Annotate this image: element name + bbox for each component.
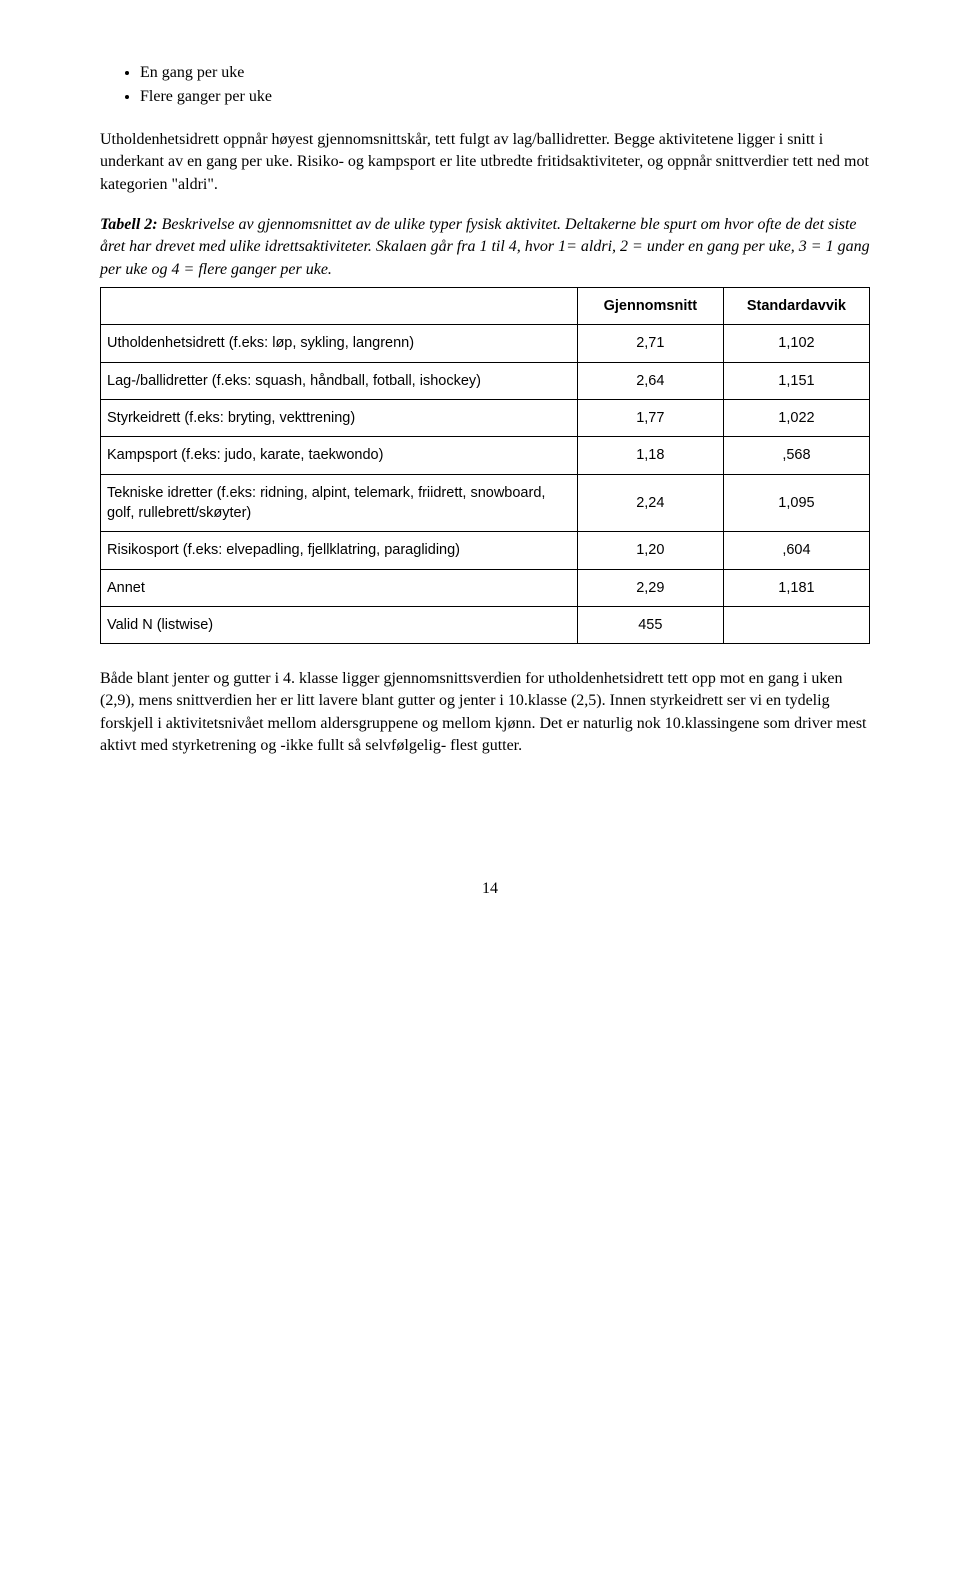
row-label: Valid N (listwise) <box>101 606 578 643</box>
stats-table: Gjennomsnitt Standardavvik Utholdenhetsi… <box>100 287 870 644</box>
row-label: Annet <box>101 569 578 606</box>
table-row: Styrkeidrett (f.eks: bryting, vekttrenin… <box>101 400 870 437</box>
row-sd: 1,102 <box>723 325 869 362</box>
bullet-item: Flere ganger per uke <box>140 86 880 108</box>
row-sd: 1,022 <box>723 400 869 437</box>
table-header-row: Gjennomsnitt Standardavvik <box>101 288 870 325</box>
page-number: 14 <box>100 878 880 900</box>
table-row: Risikosport (f.eks: elvepadling, fjellkl… <box>101 532 870 569</box>
row-label: Kampsport (f.eks: judo, karate, taekwond… <box>101 437 578 474</box>
table-row: Tekniske idretter (f.eks: ridning, alpin… <box>101 474 870 532</box>
row-label: Tekniske idretter (f.eks: ridning, alpin… <box>101 474 578 532</box>
table-caption: Tabell 2: Beskrivelse av gjennomsnittet … <box>100 214 880 281</box>
row-sd: ,604 <box>723 532 869 569</box>
row-sd: 1,151 <box>723 362 869 399</box>
table-row: Annet 2,29 1,181 <box>101 569 870 606</box>
table-row: Valid N (listwise) 455 <box>101 606 870 643</box>
row-mean: 2,29 <box>577 569 723 606</box>
paragraph-2: Både blant jenter og gutter i 4. klasse … <box>100 668 880 758</box>
row-sd <box>723 606 869 643</box>
paragraph-1: Utholdenhetsidrett oppnår høyest gjennom… <box>100 129 880 196</box>
row-mean: 1,77 <box>577 400 723 437</box>
row-mean: 2,71 <box>577 325 723 362</box>
row-mean: 2,64 <box>577 362 723 399</box>
row-mean: 2,24 <box>577 474 723 532</box>
row-sd: ,568 <box>723 437 869 474</box>
col-header-sd: Standardavvik <box>723 288 869 325</box>
row-mean: 455 <box>577 606 723 643</box>
table-row: Kampsport (f.eks: judo, karate, taekwond… <box>101 437 870 474</box>
table-row: Utholdenhetsidrett (f.eks: løp, sykling,… <box>101 325 870 362</box>
caption-lead: Tabell 2: <box>100 216 158 233</box>
bullet-item: En gang per uke <box>140 62 880 84</box>
row-mean: 1,18 <box>577 437 723 474</box>
row-sd: 1,095 <box>723 474 869 532</box>
col-header-blank <box>101 288 578 325</box>
row-label: Lag-/ballidretter (f.eks: squash, håndba… <box>101 362 578 399</box>
bullet-list: En gang per uke Flere ganger per uke <box>100 62 880 109</box>
table-row: Lag-/ballidretter (f.eks: squash, håndba… <box>101 362 870 399</box>
row-mean: 1,20 <box>577 532 723 569</box>
row-sd: 1,181 <box>723 569 869 606</box>
caption-rest: Beskrivelse av gjennomsnittet av de ulik… <box>100 216 870 278</box>
col-header-mean: Gjennomsnitt <box>577 288 723 325</box>
row-label: Utholdenhetsidrett (f.eks: løp, sykling,… <box>101 325 578 362</box>
row-label: Styrkeidrett (f.eks: bryting, vekttrenin… <box>101 400 578 437</box>
row-label: Risikosport (f.eks: elvepadling, fjellkl… <box>101 532 578 569</box>
